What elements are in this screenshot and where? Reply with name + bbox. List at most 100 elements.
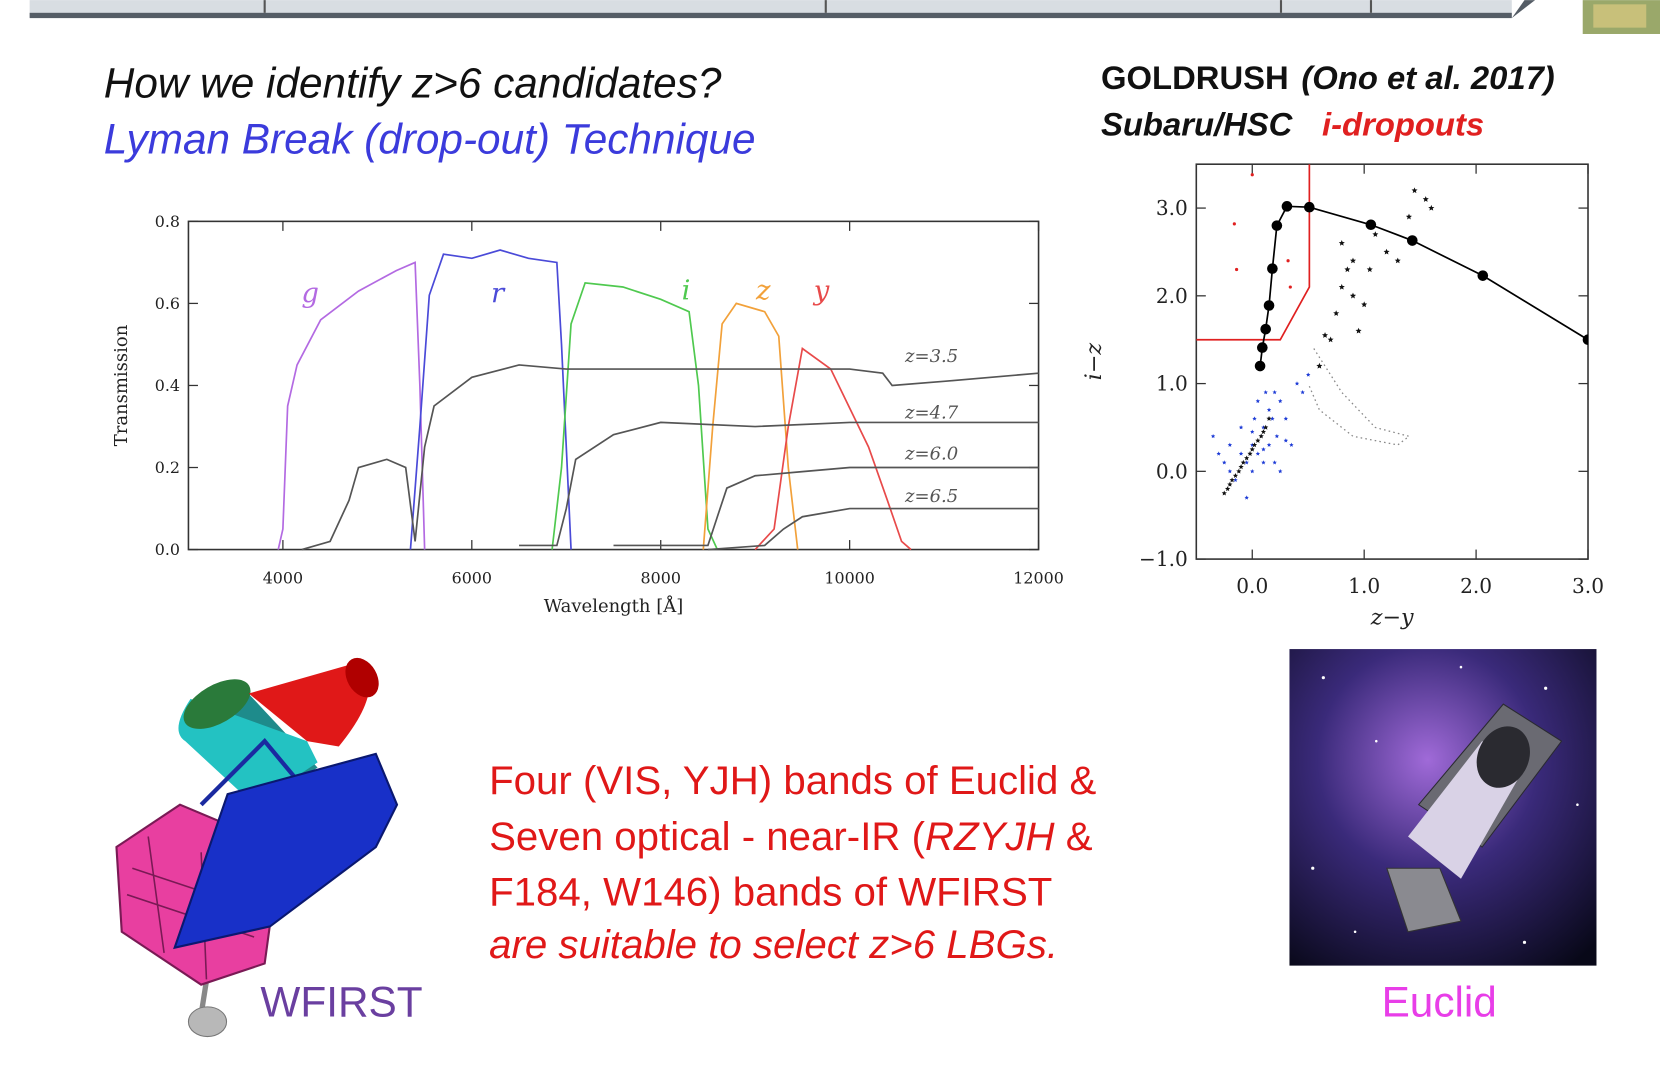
point (1256, 451, 1260, 455)
point (1350, 258, 1356, 264)
x-tick-label: 3.0 (1572, 574, 1604, 598)
series-label: r (491, 277, 506, 309)
point (1367, 266, 1373, 272)
point (1230, 477, 1235, 482)
point (1250, 469, 1254, 473)
point (1256, 399, 1260, 403)
wfirst-caption: WFIRST (260, 978, 422, 1025)
point (1295, 381, 1299, 385)
body-line: Four (VIS, YJH) bands of Euclid & (489, 758, 1096, 803)
point (1366, 219, 1377, 230)
x-tick-label: 12000 (1013, 568, 1064, 587)
point (1228, 443, 1232, 447)
y-tick-label: 0.0 (1156, 459, 1188, 483)
y-tick-label: 0.0 (155, 540, 180, 559)
point (1263, 425, 1268, 430)
body-segment: Seven optical - near-IR ( (489, 814, 925, 859)
body-line: are suitable to select z>6 LBGs. (489, 922, 1058, 967)
point (1222, 460, 1226, 464)
series-label: z=6.0 (904, 444, 958, 465)
point (1407, 235, 1418, 246)
point (1272, 390, 1276, 394)
point (1239, 451, 1243, 455)
x-tick-label: 1.0 (1348, 574, 1380, 598)
point (1428, 205, 1434, 211)
x-axis-label: Wavelength [Å] (544, 595, 683, 617)
point (1244, 455, 1249, 460)
point (1275, 434, 1279, 438)
euclid-caption: Euclid (1382, 978, 1497, 1025)
point (1272, 460, 1276, 464)
point (1252, 416, 1256, 420)
point (1361, 301, 1367, 307)
point (1250, 447, 1255, 452)
point (1261, 447, 1265, 451)
point (1225, 486, 1230, 491)
point (1412, 187, 1418, 193)
body-line: F184, W146) bands of WFIRST (489, 869, 1052, 914)
point (1264, 390, 1268, 394)
x-axis-label: z−y (1370, 605, 1414, 631)
selection: i-dropouts (1322, 106, 1484, 143)
series-label: i (682, 275, 691, 307)
point (1266, 416, 1271, 421)
series-line (614, 468, 1039, 546)
point (1255, 361, 1266, 372)
y-tick-label: 2.0 (1156, 284, 1188, 308)
point (1267, 263, 1278, 274)
point (1306, 372, 1310, 376)
point (1247, 451, 1252, 456)
point (1300, 390, 1304, 394)
point (1344, 266, 1350, 272)
y-tick-label: 1.0 (1156, 372, 1188, 396)
point (1257, 342, 1268, 353)
point (1233, 473, 1238, 478)
y-tick-label: 3.0 (1156, 196, 1188, 220)
point (1264, 300, 1275, 311)
point (1478, 270, 1489, 281)
point (1333, 310, 1339, 316)
series-line (552, 283, 717, 550)
y-tick-label: 0.8 (155, 212, 180, 231)
top-banner (30, 0, 1660, 34)
body-segment: are suitable to select z>6 LBGs. (489, 922, 1058, 967)
point (1289, 443, 1293, 447)
x-tick-label: 10000 (824, 568, 875, 587)
y-tick-label: 0.6 (155, 294, 180, 313)
plot-frame (1196, 164, 1588, 559)
point (1282, 201, 1293, 212)
x-tick-label: 0.0 (1236, 574, 1268, 598)
filter-chart: 40006000800010000120000.00.20.40.60.8Wav… (111, 212, 1064, 617)
plot-area (1196, 164, 1593, 499)
body-segment: Four (VIS, YJH) bands of Euclid & (489, 758, 1096, 803)
point (1267, 408, 1271, 412)
point (1356, 328, 1362, 334)
color-color-chart: 0.0 1.0 2.0 3.0 −1.0 0.0 1.0 2.0 3.0 z−y i−z (1081, 164, 1604, 631)
instrument: Subaru/HSC (1101, 106, 1294, 143)
y-tick-label: −1.0 (1139, 547, 1188, 571)
point (1250, 430, 1254, 434)
point (1339, 284, 1345, 290)
series-label: z (755, 275, 771, 307)
euclid-image (1289, 649, 1596, 966)
body-segment: F184, W146) bands of WFIRST (489, 869, 1052, 914)
y-axis-label: i−z (1081, 343, 1107, 381)
point (1260, 324, 1271, 335)
point (1406, 214, 1412, 220)
reference-line: GOLDRUSH (Ono et al. 2017) (1101, 59, 1555, 96)
x-tick-label: 2.0 (1460, 574, 1492, 598)
survey-name: GOLDRUSH (1101, 59, 1289, 96)
point (1583, 334, 1594, 345)
body-segment: & (1055, 814, 1093, 859)
series-line (278, 262, 424, 549)
point (1304, 202, 1315, 213)
y-axis-label: Transmission (111, 324, 132, 446)
y-tick-label: 0.4 (155, 376, 180, 395)
point (1384, 249, 1390, 255)
point (1217, 451, 1221, 455)
point (1395, 258, 1401, 264)
point (1227, 482, 1232, 487)
series-line (519, 422, 1038, 545)
citation: (Ono et al. 2017) (1301, 59, 1554, 96)
point (1211, 434, 1215, 438)
